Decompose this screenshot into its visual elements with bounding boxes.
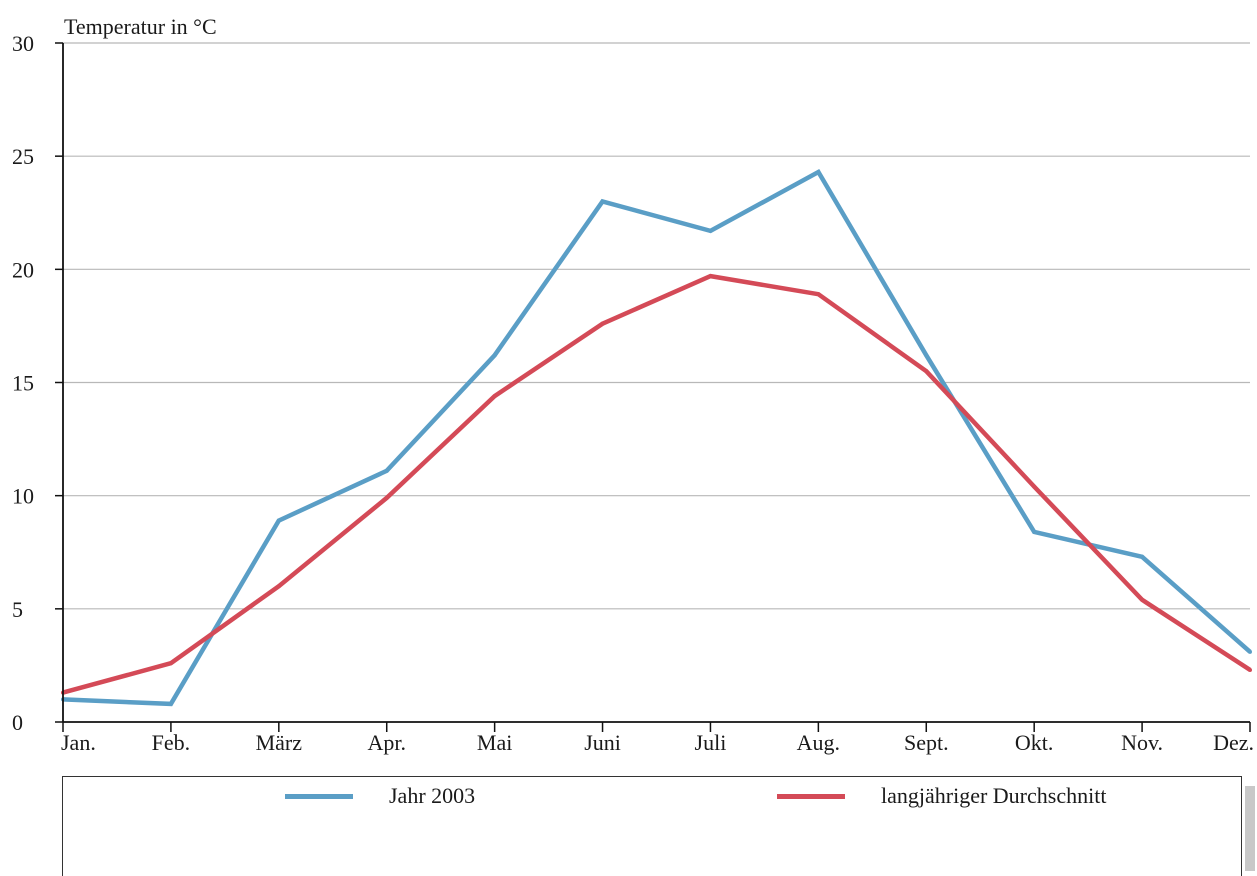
legend-swatch-series-0 <box>285 793 353 799</box>
y-tick-label: 5 <box>12 597 23 622</box>
series-1-point <box>600 321 605 326</box>
x-tick-label: Aug. <box>797 730 840 755</box>
legend-swatch-series-1 <box>777 793 845 799</box>
y-axis-label: Temperatur in °C <box>64 14 217 39</box>
series-0-point <box>708 228 713 233</box>
x-tick-label: Nov. <box>1121 730 1163 755</box>
y-tick-label: 15 <box>12 371 34 396</box>
y-tick-label: 0 <box>12 710 23 735</box>
series-1-point <box>1032 484 1037 489</box>
series-0-point <box>600 199 605 204</box>
x-tick-label: Jan. <box>61 730 96 755</box>
series-1-point <box>384 495 389 500</box>
y-tick-label: 30 <box>12 31 34 56</box>
series-1-point <box>276 584 281 589</box>
grid-lines <box>63 42 1250 610</box>
x-tick-label: Juli <box>695 730 727 755</box>
series-1-point <box>708 274 713 279</box>
series-lines <box>61 168 1252 707</box>
x-tick-label: Feb. <box>152 730 191 755</box>
legend: Jahr 2003 langjähriger Durchschnitt <box>62 776 1242 876</box>
y-tick-label: 25 <box>12 144 34 169</box>
legend-item-series-0: Jahr 2003 <box>285 777 475 815</box>
y-axis-ticks: 0 5 10 15 20 25 30 <box>12 31 63 735</box>
series-0-point <box>924 353 929 358</box>
y-tick-label: 20 <box>12 257 34 282</box>
x-tick-label: Juni <box>584 730 621 755</box>
series-1-point <box>492 394 497 399</box>
series-0-point <box>276 518 281 523</box>
legend-label-series-0: Jahr 2003 <box>389 783 476 808</box>
series-0-point <box>1032 529 1037 534</box>
legend-label-series-1: langjähriger Durchschnitt <box>881 783 1107 808</box>
series-1-point <box>1248 667 1252 672</box>
x-axis-ticks: Jan. Feb. März Apr. Mai Juni Juli Aug. Sept. Okt.… <box>61 722 1254 755</box>
series-1-point <box>1140 597 1145 602</box>
series-0-point <box>816 170 821 175</box>
x-tick-label: Dez. <box>1213 730 1254 755</box>
series-0-point <box>1140 554 1145 559</box>
scrollbar[interactable] <box>1245 786 1255 871</box>
series-line-0 <box>62 168 1252 707</box>
series-1-point <box>816 292 821 297</box>
series-0-point <box>1248 649 1252 654</box>
x-tick-label: Okt. <box>1015 730 1054 755</box>
x-tick-label: März <box>256 730 303 755</box>
x-tick-label: Mai <box>477 730 512 755</box>
series-1-point <box>168 661 173 666</box>
series-line-1 <box>62 273 1252 695</box>
series-0-point <box>384 468 389 473</box>
x-tick-label: Sept. <box>904 730 949 755</box>
y-tick-label: 10 <box>12 484 34 509</box>
legend-item-series-1: langjähriger Durchschnitt <box>777 777 1106 815</box>
series-1-point <box>924 369 929 374</box>
x-tick-label: Apr. <box>367 730 406 755</box>
series-0-point <box>168 701 173 706</box>
series-0-point <box>492 353 497 358</box>
